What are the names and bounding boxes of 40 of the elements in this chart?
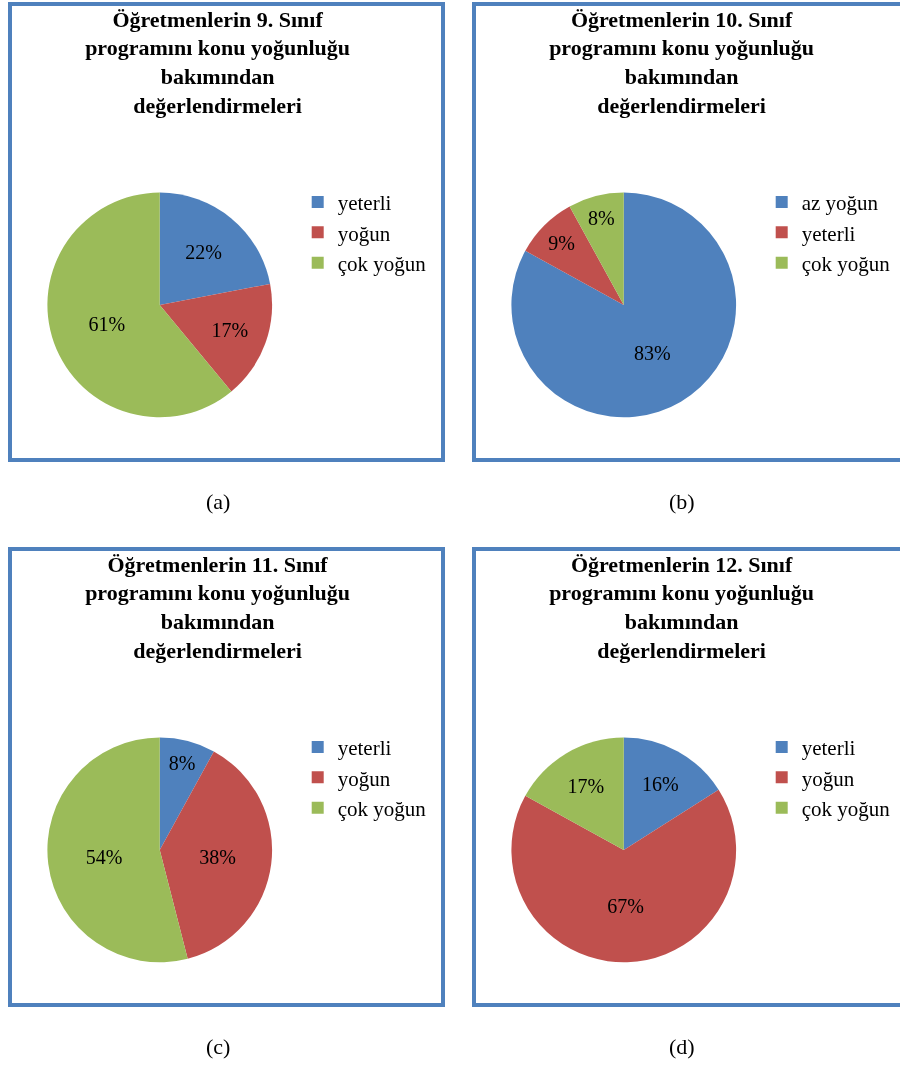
data-label: 16%: [641, 772, 679, 795]
data-label: 9%: [548, 231, 575, 254]
data-label: 67%: [607, 895, 644, 918]
text: (b): [669, 489, 695, 514]
data-label: 17%: [567, 774, 605, 797]
legend-label: yeterli: [801, 221, 856, 246]
data-label: 83%: [634, 342, 671, 365]
legend-label: yoğun: [337, 766, 391, 791]
data-label: 22%: [185, 241, 222, 264]
legend-label: az yoğun: [801, 191, 879, 216]
legend-label: yeterli: [801, 736, 856, 761]
pie-slice: [525, 737, 624, 850]
data-label: 8%: [168, 751, 196, 774]
text: (a): [206, 489, 231, 514]
text: (c): [206, 1034, 231, 1059]
pie-slice: [159, 192, 271, 305]
legend-label: yeterli: [337, 736, 392, 761]
pie-slice: [159, 283, 272, 392]
legend-label: çok yoğun: [337, 251, 427, 276]
pie-slice: [623, 737, 719, 850]
chart-title: Öğretmenlerin 10. Sınıf programını konu yoğunluğu bakımından değerlendirmeleri: [549, 6, 815, 118]
legend-label: çok yoğun: [801, 796, 891, 821]
legend-label: çok yoğun: [337, 796, 427, 821]
chart-title: Öğretmenlerin 11. Sınıf programını konu yoğunluğu bakımından değerlendirmeleri: [85, 551, 351, 663]
data-label: 38%: [199, 846, 236, 869]
pie-slice: [511, 192, 736, 418]
legend-label: yoğun: [337, 221, 391, 246]
legend-label: çok yoğun: [801, 251, 891, 276]
chart-title: Öğretmenlerin 12. Sınıf programını konu yoğunluğu bakımından değerlendirmeleri: [549, 551, 815, 663]
chart-title: Öğretmenlerin 9. Sınıf programını konu yoğunluğu bakımından değerlendirmeleri: [85, 6, 351, 118]
data-label: 17%: [211, 319, 249, 342]
pie-slice: [159, 737, 214, 850]
pie-slice: [525, 206, 624, 305]
pie-slice: [159, 751, 272, 959]
text: (d): [669, 1034, 695, 1059]
data-label: 61%: [88, 312, 126, 335]
legend-label: yoğun: [801, 766, 855, 791]
legend-label: yeterli: [337, 191, 392, 216]
data-label: 8%: [588, 206, 615, 229]
data-label: 54%: [85, 845, 123, 868]
